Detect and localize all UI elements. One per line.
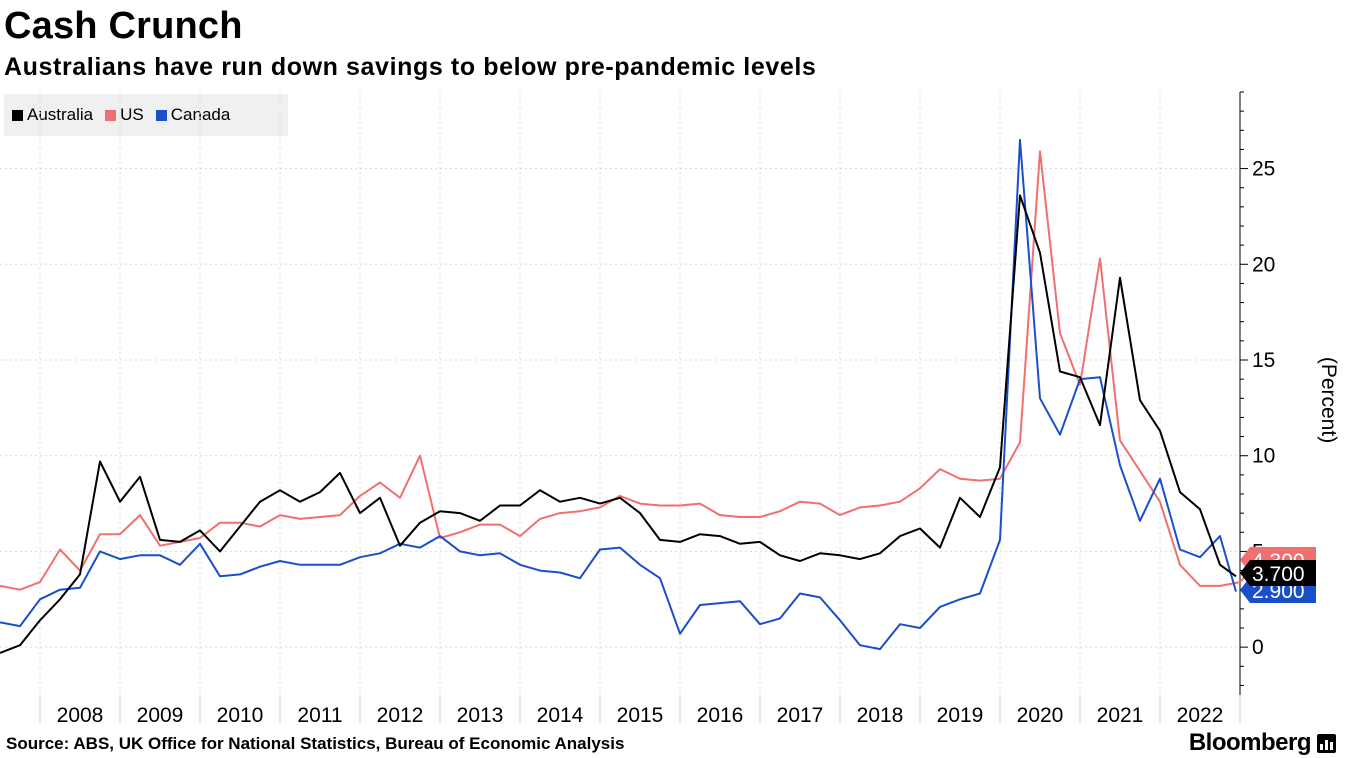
x-tick-label: 2013 xyxy=(457,704,504,727)
y-tick-label: 25 xyxy=(1252,158,1275,181)
x-tick-label: 2018 xyxy=(857,704,904,727)
series-lines xyxy=(0,138,1257,654)
y-axis-label: (Percent) xyxy=(1317,357,1340,443)
end-label-australia: 3.700 xyxy=(1240,560,1316,586)
series-line-australia xyxy=(0,194,1237,654)
x-tick-label: 2011 xyxy=(297,704,342,727)
x-axis: 2008 2009 2010 2011 2012 2013 2014 2015 2016 2017… xyxy=(39,695,1241,727)
legend-swatch-canada xyxy=(155,109,167,121)
brand-name: Bloomberg xyxy=(1188,729,1312,756)
grid-lines xyxy=(0,92,1241,695)
y-tick-label: 0 xyxy=(1252,636,1264,659)
series-line-us xyxy=(0,150,1257,591)
legend-item-us: US xyxy=(105,105,144,125)
x-tick-label: 2009 xyxy=(137,704,184,727)
legend-item-australia: Australia xyxy=(12,105,93,125)
legend-label-australia: Australia xyxy=(27,105,94,124)
x-tick-label: 2014 xyxy=(537,704,584,727)
legend-item-canada: Canada xyxy=(155,105,231,125)
x-tick-label: 2008 xyxy=(57,704,104,727)
legend-label-canada: Canada xyxy=(170,105,231,124)
x-tick-label: 2016 xyxy=(697,704,744,727)
series-line-canada xyxy=(0,138,1237,651)
legend-swatch-australia xyxy=(12,109,23,121)
end-label-tag xyxy=(1240,560,1316,586)
legend-swatch-us xyxy=(105,109,117,121)
source-note: Source: ABS, UK Office for National Stat… xyxy=(6,734,625,753)
x-tick-label: 2021 xyxy=(1097,704,1144,727)
end-label-value: 3.700 xyxy=(1252,563,1305,586)
x-tick-label: 2012 xyxy=(377,704,424,727)
legend-label-us: US xyxy=(120,105,144,124)
y-tick-label: 15 xyxy=(1252,349,1275,372)
x-tick-label: 2015 xyxy=(617,704,664,727)
x-tick-label: 2017 xyxy=(777,704,824,727)
x-tick-label: 2020 xyxy=(1017,704,1064,727)
x-tick-label: 2010 xyxy=(217,704,264,727)
y-tick-label: 10 xyxy=(1252,445,1275,468)
chart-title: Cash Crunch xyxy=(4,5,243,47)
chart-subtitle: Australians have run down savings to bel… xyxy=(4,53,817,81)
y-tick-label: 20 xyxy=(1252,253,1275,276)
bloomberg-logo: Bloomberg xyxy=(1189,728,1336,758)
x-tick-label: 2022 xyxy=(1177,704,1224,727)
x-tick-label: 2019 xyxy=(937,704,984,727)
y-axis: 0510152025 xyxy=(1239,91,1275,695)
bloomberg-terminal-icon xyxy=(1317,733,1336,753)
legend: Australia US Canada xyxy=(4,94,288,136)
